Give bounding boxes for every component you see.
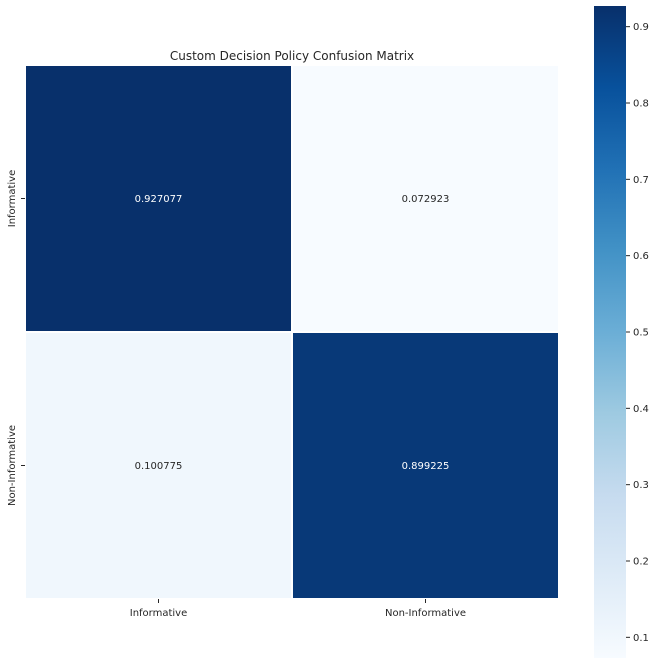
- colorbar-tick-label: 0.8: [633, 99, 649, 110]
- x-axis: Informative Non-Informative: [130, 599, 466, 619]
- chart-title: Custom Decision Policy Confusion Matrix: [170, 49, 414, 63]
- colorbar-tick-label: 0.6: [633, 251, 649, 262]
- colorbar-tick-label: 0.9: [633, 22, 649, 33]
- heatmap-cell: [291, 331, 560, 600]
- colorbar-ticks: 0.1 0.2 0.3 0.4 0.5 0.6 0.7 0.8 0.9: [626, 22, 649, 644]
- cell-value-label: 0.899225: [402, 461, 450, 472]
- cell-value-label: 0.100775: [135, 461, 183, 472]
- y-tick-label: Informative: [7, 170, 18, 228]
- colorbar: [594, 6, 626, 658]
- y-axis: Informative Non-Informative: [7, 170, 25, 506]
- cell-value-label: 0.927077: [135, 194, 183, 205]
- heatmap-cell: [24, 64, 293, 333]
- heatmap-cells: 0.927077 0.072923 0.100775 0.899225: [24, 64, 560, 600]
- colorbar-tick-label: 0.7: [633, 175, 649, 186]
- colorbar-tick-label: 0.5: [633, 328, 649, 339]
- x-tick-label: Non-Informative: [385, 608, 466, 619]
- x-tick-label: Informative: [130, 608, 188, 619]
- heatmap-cell: [24, 331, 293, 600]
- cell-value-label: 0.072923: [402, 194, 450, 205]
- colorbar-tick-label: 0.1: [633, 633, 649, 644]
- colorbar-tick-label: 0.3: [633, 480, 649, 491]
- colorbar-tick-label: 0.2: [633, 556, 649, 567]
- y-tick-label: Non-Informative: [7, 425, 18, 506]
- colorbar-tick-label: 0.4: [633, 404, 649, 415]
- heatmap-cell: [291, 64, 560, 333]
